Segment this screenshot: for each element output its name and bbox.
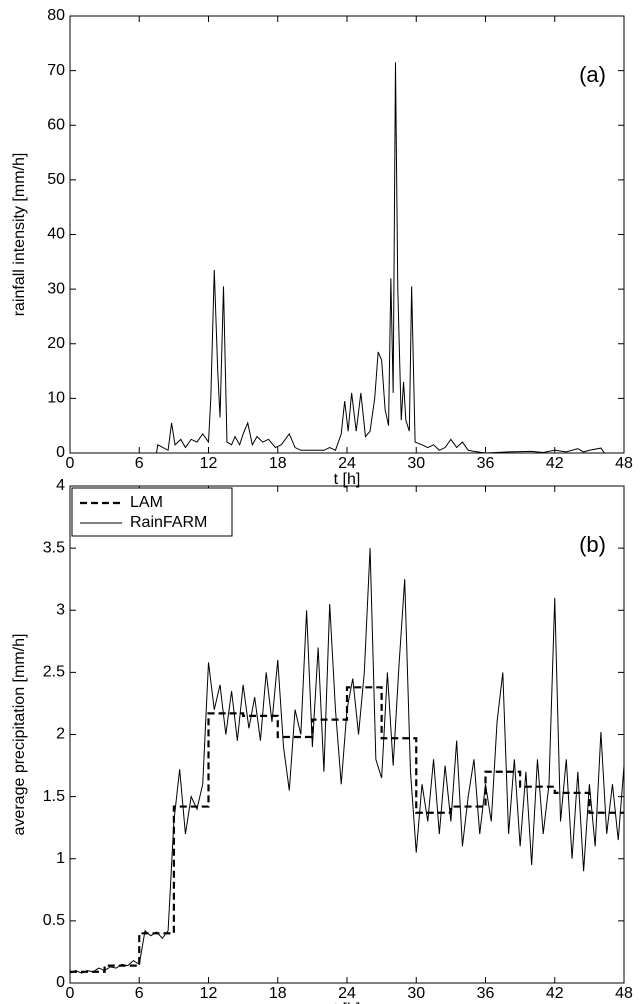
y-tick-label: 20	[47, 335, 65, 352]
legend-box	[71, 487, 233, 537]
x-tick-label: 42	[546, 985, 564, 1002]
legend-label: RainFARM	[130, 514, 207, 531]
y-tick-label: 0	[56, 444, 65, 461]
x-tick-label: 30	[407, 985, 425, 1002]
y-tick-label: 1	[56, 850, 65, 867]
x-tick-label: 48	[615, 455, 633, 472]
x-tick-label: 42	[546, 455, 564, 472]
y-tick-label: 40	[47, 226, 65, 243]
y-tick-label: 3.5	[43, 539, 65, 556]
axes-box	[69, 485, 625, 984]
y-axis-label: rainfall intensity [mm/h]	[11, 153, 28, 317]
y-tick-label: 50	[47, 171, 65, 188]
y-tick-label: 2.5	[43, 664, 65, 681]
x-tick-label: 24	[338, 985, 356, 1002]
y-axis-label: average precipitation [mm/h]	[11, 634, 28, 836]
y-tick-label: 1.5	[43, 788, 65, 805]
y-tick-label: 4	[56, 477, 65, 494]
y-tick-label: 0	[56, 974, 65, 991]
y-tick-label: 10	[47, 390, 65, 407]
y-tick-label: 80	[47, 7, 65, 24]
panel-label: (b)	[579, 532, 606, 557]
x-tick-label: 18	[269, 985, 287, 1002]
axes-box	[69, 15, 625, 454]
x-tick-label: 12	[200, 985, 218, 1002]
y-tick-label: 3	[56, 601, 65, 618]
x-tick-label: 12	[200, 455, 218, 472]
y-tick-label: 30	[47, 280, 65, 297]
data-line	[70, 62, 624, 454]
x-axis-label: t [h]	[334, 471, 361, 488]
x-tick-label: 48	[615, 985, 633, 1002]
x-tick-label: 0	[66, 455, 75, 472]
x-axis-label: t [h]	[334, 1001, 361, 1004]
data-line	[70, 686, 624, 973]
x-tick-label: 30	[407, 455, 425, 472]
y-tick-label: 70	[47, 62, 65, 79]
x-tick-label: 24	[338, 455, 356, 472]
y-tick-label: 60	[47, 116, 65, 133]
x-tick-label: 0	[66, 985, 75, 1002]
panel-label: (a)	[579, 62, 606, 87]
x-tick-label: 36	[477, 985, 495, 1002]
x-tick-label: 36	[477, 455, 495, 472]
data-line	[69, 548, 625, 974]
x-tick-label: 6	[135, 985, 144, 1002]
x-tick-label: 6	[135, 455, 144, 472]
legend-label: LAM	[130, 494, 163, 511]
x-tick-label: 18	[269, 455, 287, 472]
y-tick-label: 2	[56, 726, 65, 743]
y-tick-label: 0.5	[43, 912, 65, 929]
